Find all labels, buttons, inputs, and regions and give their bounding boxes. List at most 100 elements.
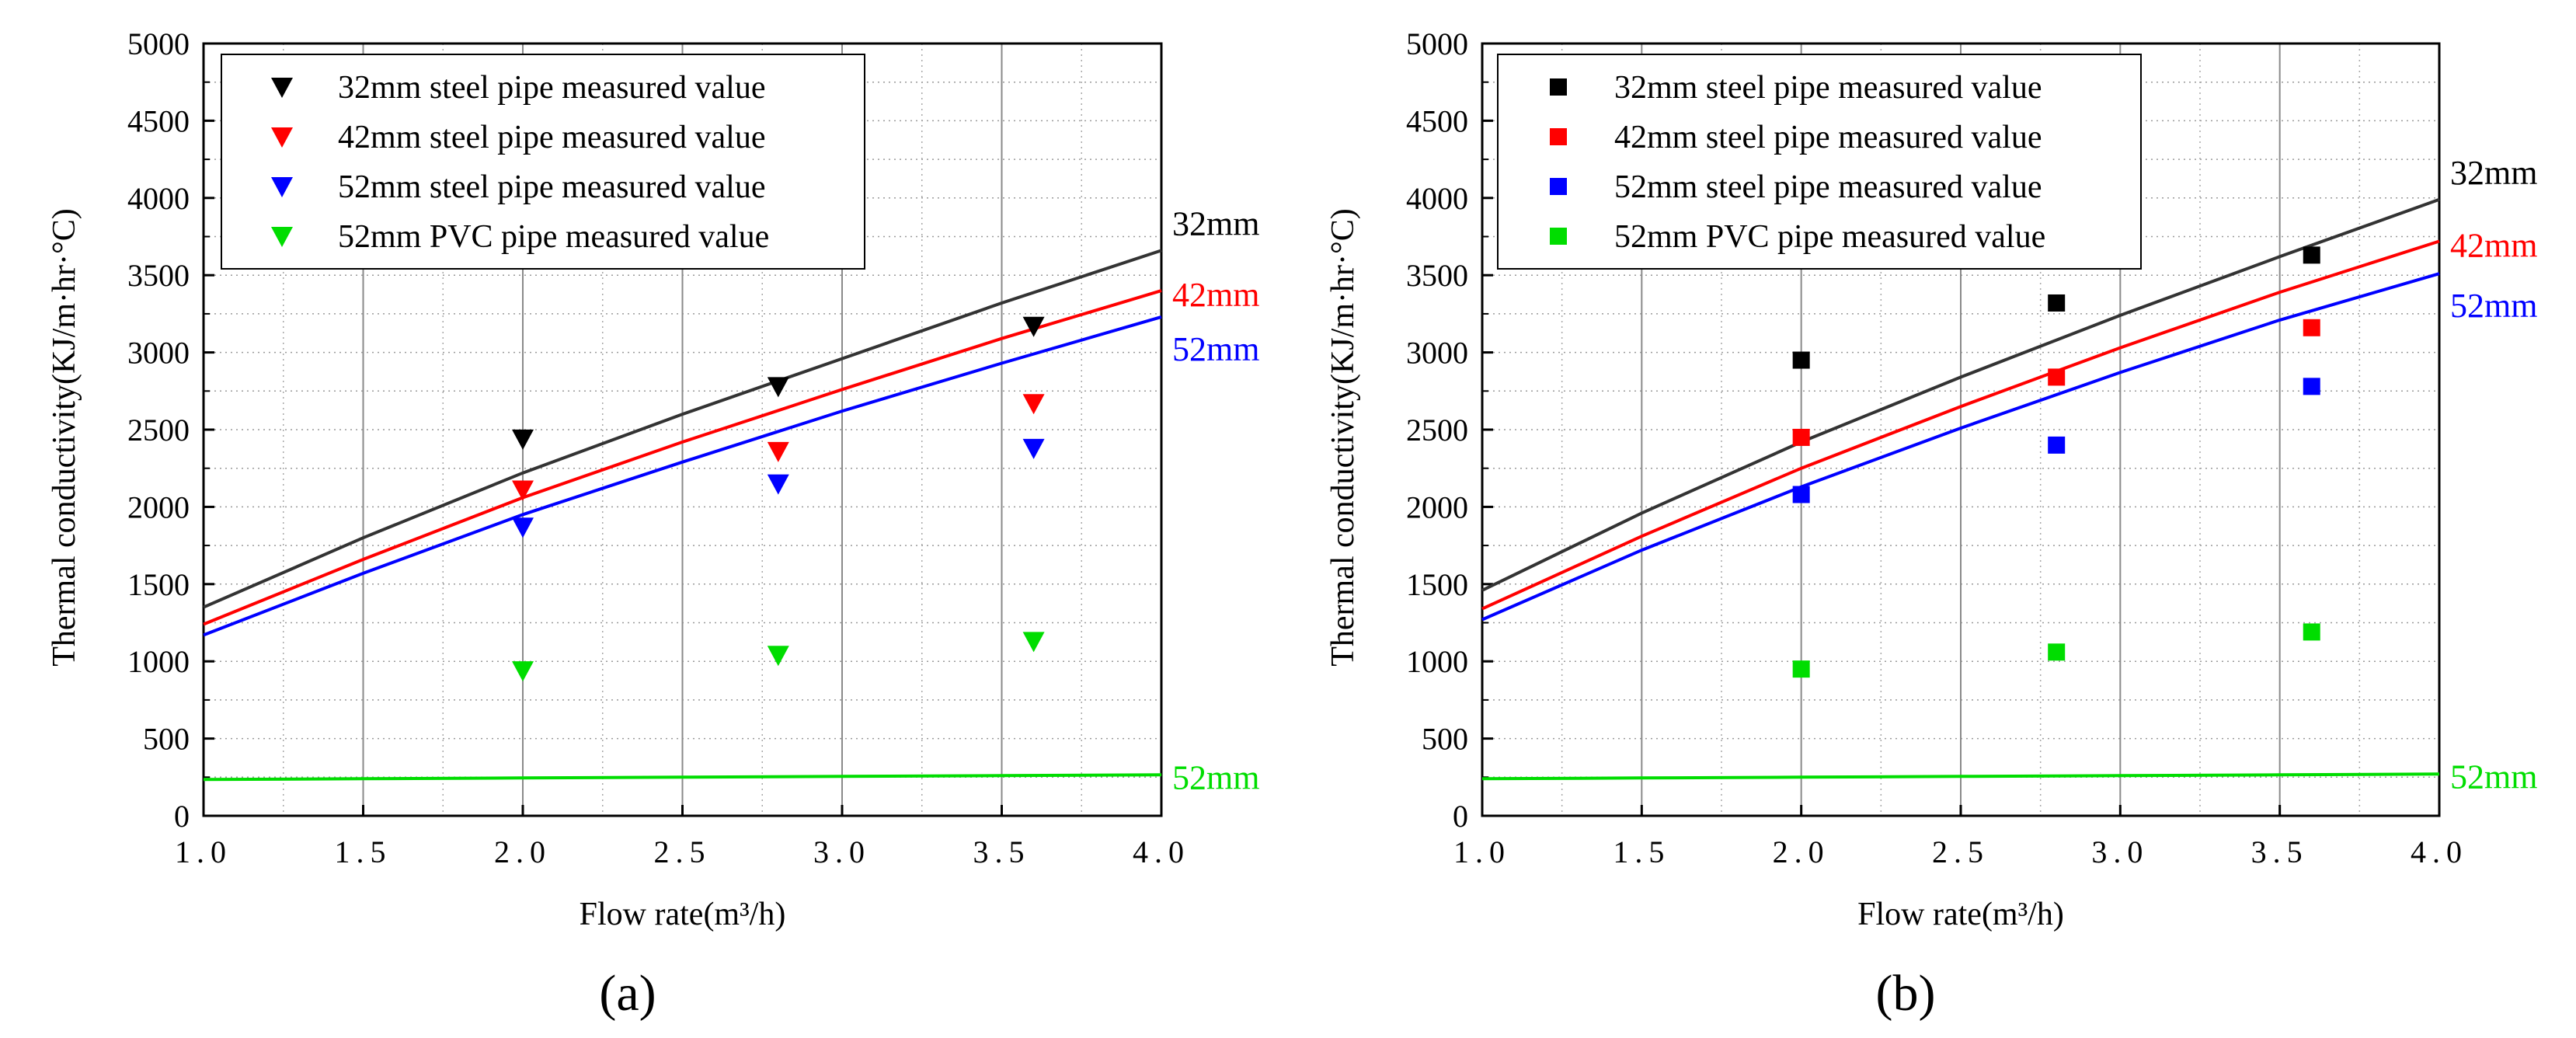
curve-end-label: 52mm [1172, 330, 1259, 368]
data-point-series-3 [2303, 378, 2320, 395]
legend-marker [1550, 78, 1567, 96]
y-tick-label: 4000 [1406, 181, 1468, 216]
data-point-series-3 [767, 474, 789, 495]
x-tick-label: 4.0 [2411, 834, 2468, 869]
y-tick-label: 5000 [127, 26, 190, 61]
x-tick-label: 1.0 [175, 834, 232, 869]
x-tick-label: 3.5 [2251, 834, 2309, 869]
legend-entry: 42mm steel pipe measured value [338, 120, 766, 155]
legend-marker [1550, 228, 1567, 245]
data-point-series-4 [1792, 660, 1810, 678]
model-curve-42mm-2 [203, 289, 1162, 626]
y-tick-label: 5000 [1406, 26, 1468, 61]
y-tick-label: 4000 [127, 181, 190, 216]
model-curve-52mm-3 [203, 315, 1162, 637]
y-tick-label: 1500 [1406, 567, 1468, 602]
y-tick-label: 500 [143, 722, 190, 757]
panel-label: (a) [599, 965, 656, 1022]
legend-entry: 52mm steel pipe measured value [1614, 169, 2042, 205]
y-tick-label: 1500 [127, 567, 190, 602]
y-tick-label: 500 [1422, 722, 1468, 757]
data-point-series-3 [512, 517, 534, 538]
curve-end-label: 52mm [2450, 287, 2537, 325]
y-tick-label: 2000 [1406, 489, 1468, 524]
data-point-series-1 [767, 377, 789, 398]
data-point-series-1 [1022, 316, 1045, 337]
y-tick-label: 4500 [1406, 103, 1468, 138]
x-tick-label: 1.5 [1613, 834, 1670, 869]
x-tick-label: 1.0 [1453, 834, 1511, 869]
model-curve-32mm-1 [1481, 197, 2440, 592]
legend-entry: 32mm steel pipe measured value [338, 70, 766, 106]
data-point-series-2 [1792, 428, 1810, 446]
x-axis-label: Flow rate(m³/h) [580, 897, 786, 932]
legend-entry: 52mm PVC pipe measured value [1614, 219, 2045, 255]
data-point-series-2 [2303, 319, 2320, 336]
data-point-series-4 [2303, 623, 2320, 641]
legend-entry: 52mm steel pipe measured value [338, 169, 766, 205]
data-point-series-4 [1022, 632, 1045, 653]
curve-end-label: 32mm [2450, 154, 2537, 192]
curve-end-label: 42mm [2450, 226, 2537, 264]
y-tick-label: 1000 [127, 644, 190, 679]
legend-entry: 42mm steel pipe measured value [1614, 120, 2042, 155]
legend-marker [271, 227, 293, 247]
model-curve-52mm-4 [203, 773, 1162, 782]
data-point-series-3 [1792, 486, 1810, 503]
data-point-series-1 [2048, 294, 2066, 312]
x-tick-label: 1.5 [335, 834, 392, 869]
y-tick-label: 0 [1453, 799, 1468, 834]
y-tick-label: 3000 [127, 336, 190, 371]
x-tick-label: 3.0 [813, 834, 871, 869]
x-tick-label: 3.5 [973, 834, 1031, 869]
x-tick-label: 3.0 [2091, 834, 2149, 869]
data-point-series-2 [512, 480, 534, 501]
chart-panel-b: 0 500 1000 1500 2000 2500 3000 3500 4000 4500 5000… [1325, 26, 2537, 1022]
y-tick-label: 3500 [127, 258, 190, 293]
legend-marker [271, 177, 293, 197]
legend: 32mm steel pipe measured value 42mm steel… [221, 54, 865, 270]
legend-marker [1550, 128, 1567, 145]
data-point-series-4 [512, 661, 534, 682]
legend-marker [1550, 178, 1567, 195]
data-point-series-1 [2303, 246, 2320, 264]
data-point-series-4 [767, 646, 789, 667]
model-curve-42mm-2 [1481, 239, 2440, 611]
data-point-series-3 [1022, 438, 1045, 459]
x-axis-label: Flow rate(m³/h) [1857, 897, 2064, 932]
y-tick-label: 4500 [127, 103, 190, 138]
x-tick-label: 2.5 [1932, 834, 1989, 869]
data-point-series-3 [2048, 436, 2066, 454]
y-axis-label: Thermal conductivity(KJ/m·hr·°C) [47, 208, 82, 666]
x-tick-label: 4.0 [1133, 834, 1190, 869]
y-tick-label: 2000 [127, 489, 190, 524]
x-tick-label: 2.5 [654, 834, 712, 869]
y-tick-label: 3000 [1406, 336, 1468, 371]
y-axis-label: Thermal conductivity(KJ/m·hr·°C) [1325, 208, 1361, 666]
curve-end-label: 52mm [2450, 758, 2537, 796]
legend-entry: 32mm steel pipe measured value [1614, 70, 2042, 106]
legend-box [221, 54, 865, 270]
x-tick-label: 2.0 [494, 834, 552, 869]
x-tick-label: 2.0 [1773, 834, 1830, 869]
y-tick-label: 1000 [1406, 644, 1468, 679]
y-tick-label: 3500 [1406, 258, 1468, 293]
y-tick-label: 2500 [127, 413, 190, 448]
curve-end-label: 52mm [1172, 758, 1259, 796]
y-tick-label: 2500 [1406, 413, 1468, 448]
data-point-series-2 [1022, 394, 1045, 415]
data-point-series-1 [512, 429, 534, 450]
data-point-series-2 [767, 441, 789, 462]
legend: 32mm steel pipe measured value 42mm steel… [1497, 54, 2142, 270]
chart-panel-a: 0 500 1000 1500 2000 2500 3000 3500 4000 4500 5000… [47, 26, 1259, 1022]
legend-marker [271, 127, 293, 148]
model-curve-52mm-3 [1481, 272, 2440, 622]
data-point-series-4 [2048, 643, 2066, 661]
data-point-series-2 [2048, 368, 2066, 386]
y-tick-label: 0 [174, 799, 190, 834]
curve-end-label: 32mm [1172, 204, 1259, 242]
data-point-series-1 [1792, 351, 1810, 369]
model-curve-52mm-4 [1481, 772, 2440, 781]
curve-end-label: 42mm [1172, 276, 1259, 314]
